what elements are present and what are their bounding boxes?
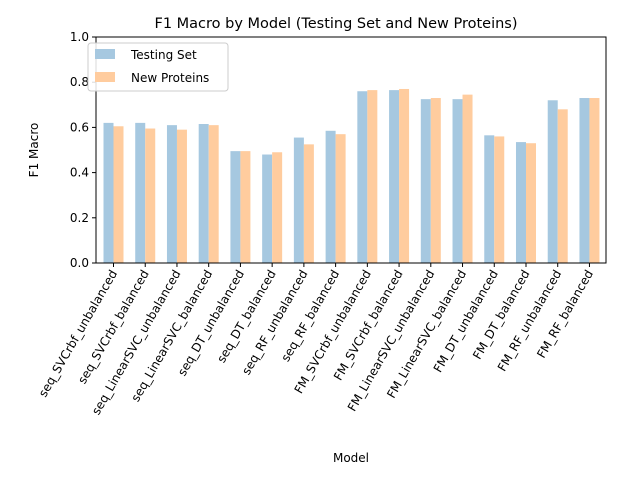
bar-new-proteins-5 [272,152,283,263]
bar-new-proteins-6 [303,144,314,263]
bar-testing-set-10 [420,99,431,264]
bar-testing-set-5 [262,154,273,263]
bar-testing-set-15 [579,98,590,264]
x-tick-label-7: seq_RF_balanced [278,268,342,365]
legend-swatch-testing-set [95,49,115,59]
bar-testing-set-8 [357,91,368,264]
legend: Testing Set New Proteins [87,42,229,92]
bars-group [103,88,600,264]
bar-testing-set-3 [198,124,209,263]
y-tick-label-4: 0.8 [70,75,89,89]
bar-testing-set-11 [452,99,463,264]
bar-new-proteins-12 [494,136,505,263]
bar-new-proteins-13 [525,143,536,263]
bar-testing-set-9 [389,90,400,263]
y-tick-label-1: 0.2 [70,211,89,225]
bar-new-proteins-0 [113,126,124,264]
bar-testing-set-12 [484,135,495,263]
y-tick-label-3: 0.6 [70,120,89,134]
x-axis-label: Model [333,451,369,465]
bar-new-proteins-3 [208,125,219,263]
bar-testing-set-4 [230,151,241,263]
legend-swatch-new-proteins [95,72,115,82]
bar-new-proteins-11 [462,94,473,263]
bar-testing-set-13 [515,142,526,263]
y-tick-label-5: 1.0 [70,30,89,44]
bar-testing-set-6 [293,137,304,263]
bar-new-proteins-9 [399,88,410,263]
bar-new-proteins-1 [145,128,156,263]
bar-new-proteins-2 [176,129,187,263]
bar-new-proteins-8 [367,90,378,263]
bar-new-proteins-10 [430,98,441,264]
bar-new-proteins-15 [589,98,600,264]
bar-testing-set-2 [166,125,177,263]
bar-testing-set-7 [325,130,336,263]
x-axis-ticks: seq_SVCrbf_unbalancedseq_SVCrbf_balanced… [36,263,596,417]
chart-title: F1 Macro by Model (Testing Set and New P… [154,16,517,32]
legend-label-new-proteins: New Proteins [131,71,209,85]
plot-frame [95,36,607,264]
bar-testing-set-14 [547,100,558,263]
bar-testing-set-1 [135,122,146,263]
bar-new-proteins-7 [335,134,346,263]
legend-label-testing-set: Testing Set [130,48,197,62]
bar-new-proteins-14 [557,109,568,263]
y-tick-label-0: 0.0 [70,256,89,270]
bar-testing-set-0 [103,122,114,263]
bar-new-proteins-4 [240,151,251,263]
y-tick-label-2: 0.4 [70,166,89,180]
legend-box [87,42,229,92]
y-axis-label: F1 Macro [27,123,41,178]
